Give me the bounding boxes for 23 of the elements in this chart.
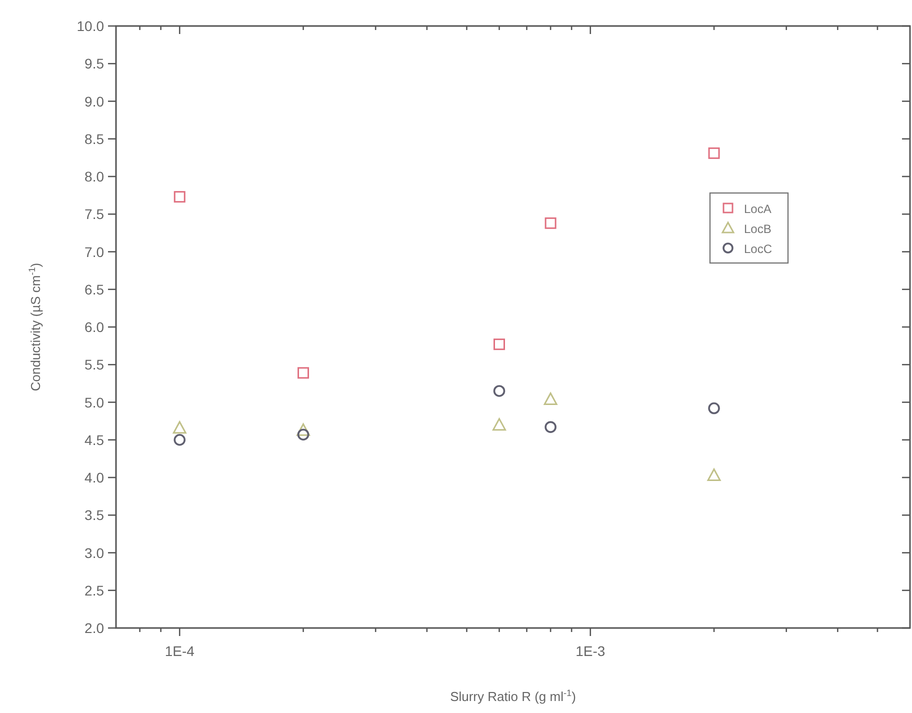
x-tick-label: 1E-4: [164, 643, 195, 659]
y-tick-label: 8.0: [84, 168, 104, 184]
legend-label: LocA: [744, 202, 772, 216]
x-axis-title: Slurry Ratio R (g ml$^{-1}$): [450, 688, 576, 704]
y-tick-label: 3.0: [84, 544, 104, 561]
legend-label: LocB: [744, 222, 772, 236]
y-tick-label: 4.5: [84, 432, 104, 448]
y-tick-label: 6.5: [84, 281, 104, 298]
y-tick-label: 3.5: [84, 507, 104, 524]
y-tick-label: 9.5: [84, 56, 104, 72]
y-tick-label: 2.5: [84, 582, 104, 598]
y-tick-label: 4.0: [84, 470, 104, 486]
y-tick-label: 10.0: [76, 18, 104, 34]
y-tick-label: 2.0: [84, 620, 104, 636]
y-tick-label: 9.0: [84, 93, 104, 110]
y-tick-label: 5.0: [84, 394, 104, 410]
y-tick-label: 5.5: [84, 356, 104, 373]
x-tick-label: 1E-3: [576, 643, 606, 659]
legend-label: LocC: [744, 242, 772, 256]
y-tick-label: 7.5: [84, 206, 104, 222]
y-tick-label: 8.5: [84, 130, 104, 147]
y-tick-label: 7.0: [84, 244, 104, 260]
y-tick-label: 6.0: [84, 319, 104, 335]
